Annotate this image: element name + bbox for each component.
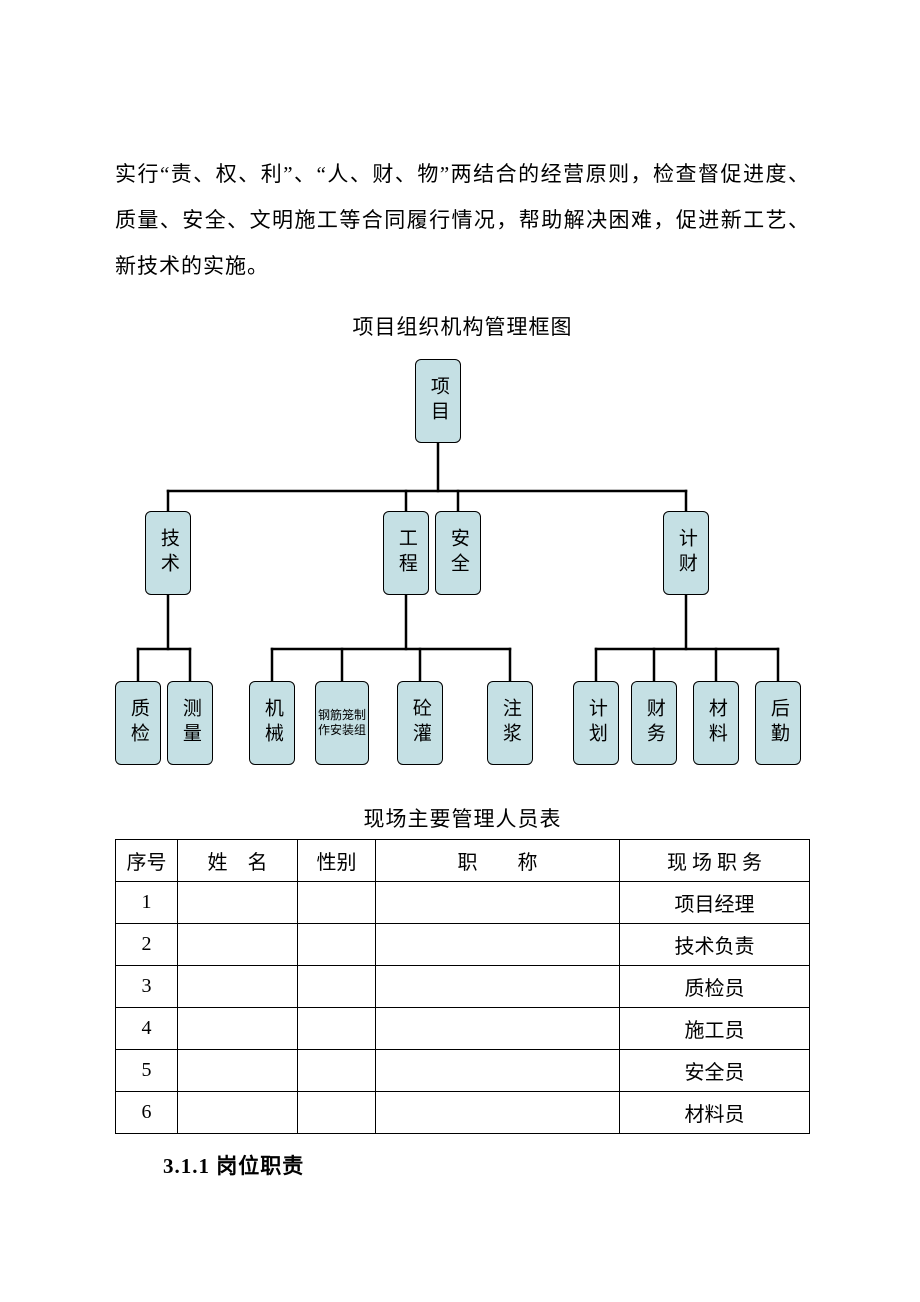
table-title: 现场主要管理人员表 — [115, 803, 810, 833]
cell-role: 技术负责 — [620, 923, 810, 965]
cell-name — [178, 1091, 298, 1133]
diagram-title: 项目组织机构管理框图 — [115, 311, 810, 341]
cell-role: 安全员 — [620, 1049, 810, 1091]
personnel-table: 序号 姓 名 性别 职 称 现 场 职 务 1 项目经理 2 技术负责 3 质检员 4 施工员… — [115, 839, 810, 1134]
table-row: 2 技术负责 — [116, 923, 810, 965]
cell-seq: 1 — [116, 881, 178, 923]
cell-role: 材料员 — [620, 1091, 810, 1133]
cell-title — [376, 881, 620, 923]
cell-seq: 5 — [116, 1049, 178, 1091]
table-row: 4 施工员 — [116, 1007, 810, 1049]
org-node-root: 项目 — [415, 359, 461, 443]
org-node-conc: 砼灌 — [397, 681, 443, 765]
org-node-qc: 质检 — [115, 681, 161, 765]
cell-name — [178, 923, 298, 965]
cell-title — [376, 1007, 620, 1049]
org-chart: 项目技术 工程安全 计财质检测量机械钢筋笼制作安装组砼灌注浆计划财务材料后勤 — [115, 359, 815, 799]
org-node-finplan: 计财 — [663, 511, 709, 595]
cell-sex — [298, 1091, 376, 1133]
cell-title — [376, 1091, 620, 1133]
org-node-tech: 技术 — [145, 511, 191, 595]
cell-name — [178, 881, 298, 923]
org-node-mach: 机械 — [249, 681, 295, 765]
org-node-grout: 注浆 — [487, 681, 533, 765]
col-seq: 序号 — [116, 839, 178, 881]
cell-seq: 2 — [116, 923, 178, 965]
table-row: 5 安全员 — [116, 1049, 810, 1091]
table-row: 3 质检员 — [116, 965, 810, 1007]
cell-sex — [298, 923, 376, 965]
cell-sex — [298, 1007, 376, 1049]
cell-sex — [298, 1049, 376, 1091]
cell-name — [178, 1007, 298, 1049]
cell-role: 施工员 — [620, 1007, 810, 1049]
cell-seq: 4 — [116, 1007, 178, 1049]
table-header-row: 序号 姓 名 性别 职 称 现 场 职 务 — [116, 839, 810, 881]
org-node-eng: 工程 — [383, 511, 429, 595]
cell-name — [178, 965, 298, 1007]
cell-role: 项目经理 — [620, 881, 810, 923]
intro-paragraph: 实行“责、权、利”、“人、财、物”两结合的经营原则，检查督促进度、质量、安全、文… — [115, 151, 810, 290]
cell-title — [376, 923, 620, 965]
cell-seq: 3 — [116, 965, 178, 1007]
cell-seq: 6 — [116, 1091, 178, 1133]
org-node-plan: 计划 — [573, 681, 619, 765]
cell-sex — [298, 965, 376, 1007]
org-node-safety: 安全 — [435, 511, 481, 595]
col-name: 姓 名 — [178, 839, 298, 881]
cell-role: 质检员 — [620, 965, 810, 1007]
cell-sex — [298, 881, 376, 923]
document-page: 实行“责、权、利”、“人、财、物”两结合的经营原则，检查督促进度、质量、安全、文… — [0, 0, 920, 1240]
col-sex: 性别 — [298, 839, 376, 881]
org-node-mat: 材料 — [693, 681, 739, 765]
cell-title — [376, 965, 620, 1007]
col-title: 职 称 — [376, 839, 620, 881]
org-node-log: 后勤 — [755, 681, 801, 765]
col-role: 现 场 职 务 — [620, 839, 810, 881]
cell-title — [376, 1049, 620, 1091]
org-node-fin: 财务 — [631, 681, 677, 765]
table-row: 6 材料员 — [116, 1091, 810, 1133]
org-node-rebar: 钢筋笼制作安装组 — [315, 681, 369, 765]
cell-name — [178, 1049, 298, 1091]
section-heading: 3.1.1 岗位职责 — [115, 1150, 810, 1180]
table-row: 1 项目经理 — [116, 881, 810, 923]
org-node-survey: 测量 — [167, 681, 213, 765]
